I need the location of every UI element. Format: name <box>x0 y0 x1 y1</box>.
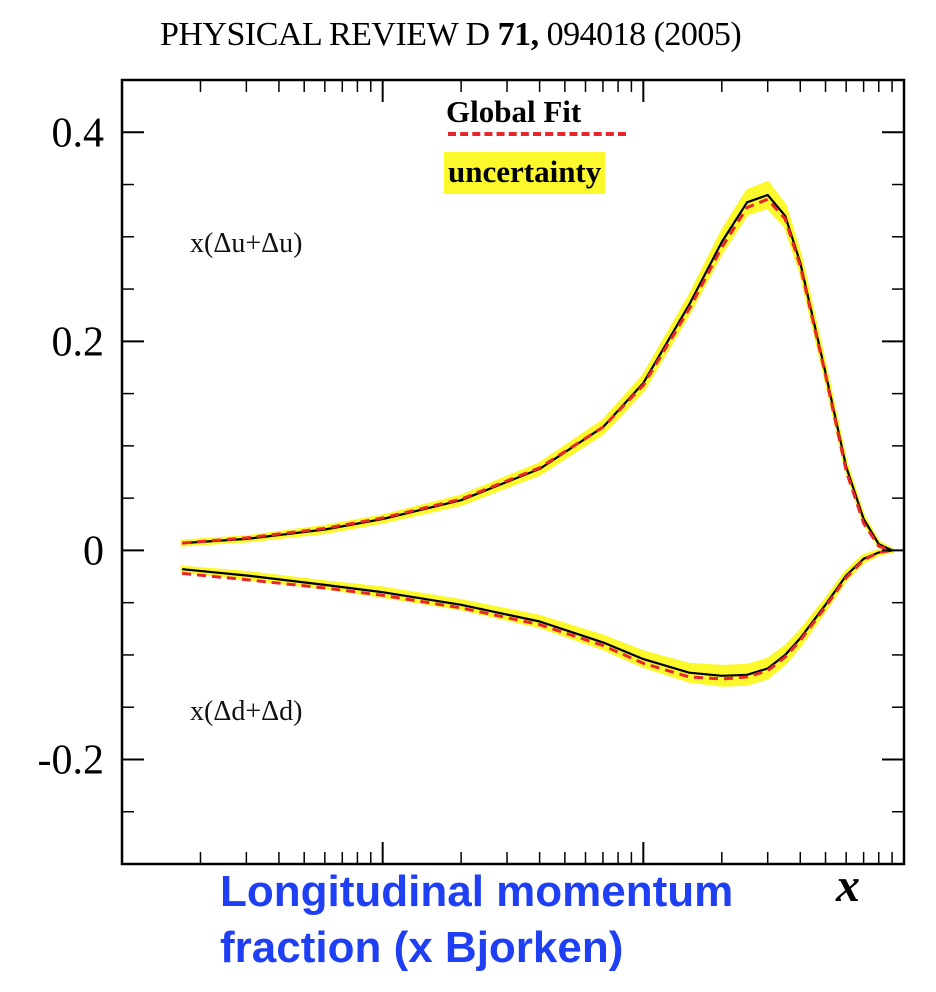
plot-frame <box>120 78 906 866</box>
upper-curve-label: x(Δu+Δu) <box>190 228 302 259</box>
uncertainty-band-1 <box>180 547 894 687</box>
legend-uncertainty: uncertainty <box>444 152 606 194</box>
legend-global-fit: Global Fit <box>446 94 582 129</box>
journal-name: PHYSICAL REVIEW D <box>160 16 490 53</box>
x-axis-symbol: x <box>836 859 860 912</box>
x-axis-title-line1: Longitudinal momentum <box>220 867 734 916</box>
global-fit-curve-1 <box>181 548 893 681</box>
lower-curve-label: x(Δd+Δd) <box>190 696 302 727</box>
y-tick-label: 0.4 <box>52 110 105 156</box>
axis-ticks <box>121 79 904 865</box>
y-tick-label: 0.2 <box>52 319 105 365</box>
curves <box>181 193 893 681</box>
journal-article: 094018 (2005) <box>546 16 742 53</box>
x-axis-title: Longitudinal momentum fraction (x Bjorke… <box>220 864 840 976</box>
x-axis-title-line2: fraction (x Bjorken) <box>220 923 624 972</box>
y-tick-labels: 0.4 0.2 0 -0.2 <box>38 110 105 783</box>
legend-dashed-line <box>448 132 626 136</box>
journal-citation: PHYSICAL REVIEW D 71, 094018 (2005) <box>160 16 742 54</box>
y-tick-label: -0.2 <box>38 737 105 783</box>
y-tick-label: 0 <box>83 528 104 574</box>
journal-volume: 71, <box>497 16 540 53</box>
global-fit-curve-0 <box>181 197 893 552</box>
